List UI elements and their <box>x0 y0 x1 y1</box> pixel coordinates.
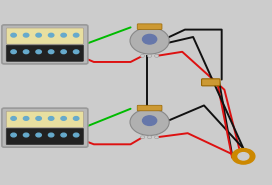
Circle shape <box>73 133 79 137</box>
Circle shape <box>73 50 79 54</box>
Circle shape <box>140 54 145 57</box>
Circle shape <box>36 117 41 120</box>
FancyBboxPatch shape <box>2 25 88 64</box>
FancyBboxPatch shape <box>137 105 162 111</box>
Circle shape <box>48 133 54 137</box>
Circle shape <box>143 116 157 125</box>
Circle shape <box>147 54 152 57</box>
Circle shape <box>11 33 16 37</box>
Circle shape <box>61 117 66 120</box>
Circle shape <box>73 33 79 37</box>
Circle shape <box>154 54 159 57</box>
Circle shape <box>147 136 152 139</box>
FancyBboxPatch shape <box>6 128 84 145</box>
Circle shape <box>232 149 255 164</box>
FancyBboxPatch shape <box>2 108 88 147</box>
Circle shape <box>23 133 29 137</box>
Circle shape <box>23 117 29 120</box>
Circle shape <box>238 153 249 160</box>
Circle shape <box>36 50 41 54</box>
FancyBboxPatch shape <box>202 79 220 86</box>
Circle shape <box>23 50 29 54</box>
Circle shape <box>36 33 41 37</box>
Circle shape <box>154 136 159 139</box>
Circle shape <box>73 117 79 120</box>
Circle shape <box>11 117 16 120</box>
Circle shape <box>36 133 41 137</box>
Circle shape <box>143 34 157 44</box>
Circle shape <box>48 50 54 54</box>
Circle shape <box>48 33 54 37</box>
FancyBboxPatch shape <box>6 45 84 61</box>
FancyBboxPatch shape <box>6 28 84 44</box>
Circle shape <box>61 50 66 54</box>
Circle shape <box>23 33 29 37</box>
Circle shape <box>61 133 66 137</box>
Circle shape <box>11 133 16 137</box>
Circle shape <box>61 33 66 37</box>
Circle shape <box>48 117 54 120</box>
Circle shape <box>140 136 145 139</box>
Circle shape <box>130 109 169 135</box>
FancyBboxPatch shape <box>137 24 162 29</box>
Circle shape <box>130 27 169 54</box>
Circle shape <box>11 50 16 54</box>
FancyBboxPatch shape <box>6 111 84 127</box>
